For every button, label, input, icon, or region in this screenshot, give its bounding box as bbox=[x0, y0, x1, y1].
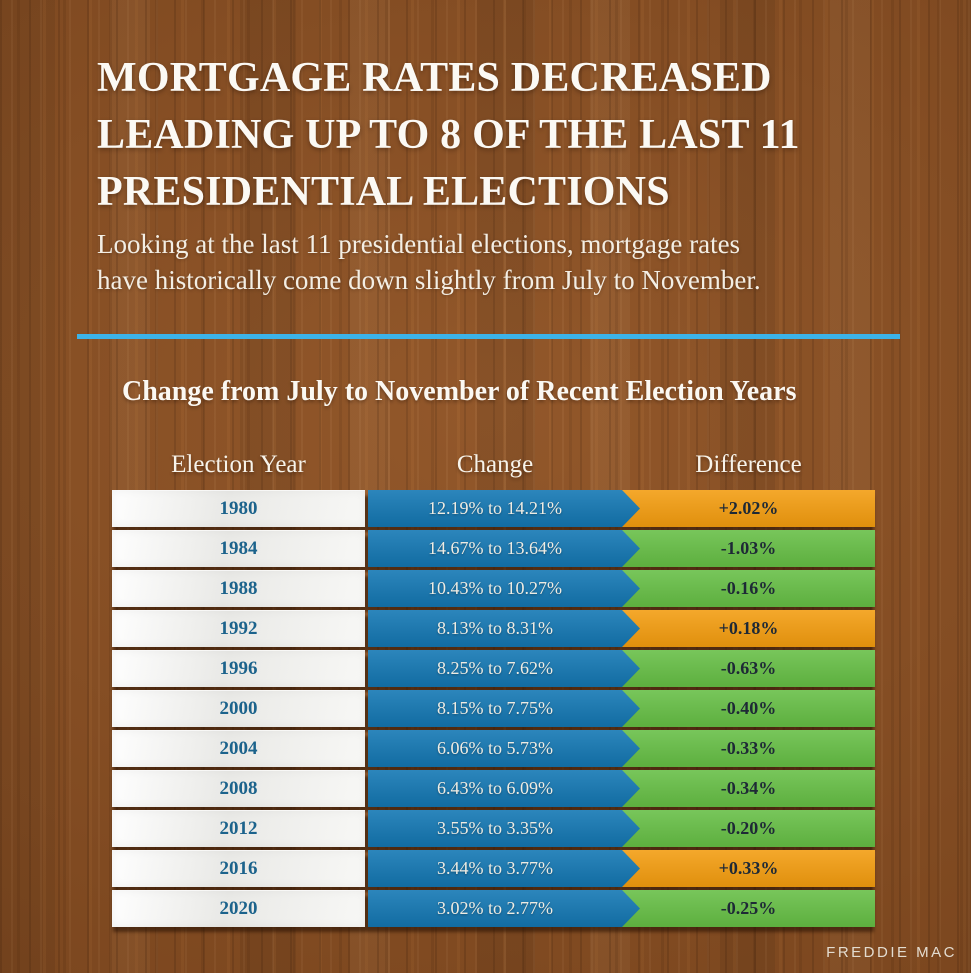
difference-cell: -0.25% bbox=[622, 890, 875, 927]
table-row: 2008 6.43% to 6.09% -0.34% bbox=[112, 770, 875, 807]
year-cell: 1988 bbox=[112, 570, 365, 607]
difference-label: -0.33% bbox=[720, 738, 777, 758]
table-header-row: Election Year Change Difference bbox=[112, 447, 875, 483]
rates-table: Election Year Change Difference 1980 12.… bbox=[112, 447, 875, 930]
year-cell: 2008 bbox=[112, 770, 365, 807]
difference-cell: +2.02% bbox=[622, 490, 875, 527]
table-row: 2004 6.06% to 5.73% -0.33% bbox=[112, 730, 875, 767]
table-row: 1996 8.25% to 7.62% -0.63% bbox=[112, 650, 875, 687]
change-cell: 6.06% to 5.73% bbox=[368, 730, 640, 767]
difference-cell: +0.33% bbox=[622, 850, 875, 887]
table-row: 1980 12.19% to 14.21% +2.02% bbox=[112, 490, 875, 527]
change-label: 6.43% to 6.09% bbox=[437, 778, 553, 798]
difference-label: -0.16% bbox=[720, 578, 777, 598]
difference-cell: -0.40% bbox=[622, 690, 875, 727]
change-cell: 10.43% to 10.27% bbox=[368, 570, 640, 607]
change-label: 3.02% to 2.77% bbox=[437, 898, 553, 918]
difference-cell: -0.16% bbox=[622, 570, 875, 607]
difference-label: +0.33% bbox=[718, 858, 779, 878]
table-title: Change from July to November of Recent E… bbox=[122, 376, 797, 407]
table-row: 1992 8.13% to 8.31% +0.18% bbox=[112, 610, 875, 647]
difference-label: +2.02% bbox=[718, 498, 779, 518]
year-cell: 1996 bbox=[112, 650, 365, 687]
year-label: 2008 bbox=[219, 777, 258, 799]
change-label: 8.25% to 7.62% bbox=[437, 658, 553, 678]
year-cell: 2016 bbox=[112, 850, 365, 887]
page-title: MORTGAGE RATES DECREASED LEADING UP TO 8… bbox=[97, 50, 800, 221]
subtitle: Looking at the last 11 presidential elec… bbox=[97, 226, 761, 298]
year-label: 1984 bbox=[219, 537, 258, 559]
change-label: 3.55% to 3.35% bbox=[437, 818, 553, 838]
change-cell: 8.25% to 7.62% bbox=[368, 650, 640, 687]
change-label: 10.43% to 10.27% bbox=[428, 578, 562, 598]
difference-cell: -0.33% bbox=[622, 730, 875, 767]
change-cell: 8.13% to 8.31% bbox=[368, 610, 640, 647]
column-header-change: Change bbox=[456, 451, 534, 478]
change-label: 3.44% to 3.77% bbox=[437, 858, 553, 878]
change-cell: 3.55% to 3.35% bbox=[368, 810, 640, 847]
table-rows: 1980 12.19% to 14.21% +2.02% 1984 14.67%… bbox=[112, 490, 875, 927]
change-label: 8.15% to 7.75% bbox=[437, 698, 553, 718]
table-row: 1984 14.67% to 13.64% -1.03% bbox=[112, 530, 875, 567]
table-row: 1988 10.43% to 10.27% -0.16% bbox=[112, 570, 875, 607]
year-cell: 2020 bbox=[112, 890, 365, 927]
year-label: 1992 bbox=[219, 617, 258, 639]
change-cell: 3.44% to 3.77% bbox=[368, 850, 640, 887]
year-label: 1980 bbox=[219, 497, 258, 519]
column-header-difference: Difference bbox=[695, 451, 802, 478]
page-title-line-2: LEADING UP TO 8 OF THE LAST 11 bbox=[97, 112, 800, 158]
year-cell: 2012 bbox=[112, 810, 365, 847]
change-cell: 8.15% to 7.75% bbox=[368, 690, 640, 727]
table-row: 2012 3.55% to 3.35% -0.20% bbox=[112, 810, 875, 847]
table-row: 2020 3.02% to 2.77% -0.25% bbox=[112, 890, 875, 927]
difference-label: -0.25% bbox=[720, 898, 777, 918]
difference-label: +0.18% bbox=[718, 618, 779, 638]
year-cell: 1980 bbox=[112, 490, 365, 527]
year-label: 2004 bbox=[219, 737, 258, 759]
table-row: 2000 8.15% to 7.75% -0.40% bbox=[112, 690, 875, 727]
difference-label: -0.40% bbox=[720, 698, 777, 718]
year-label: 2012 bbox=[219, 817, 258, 839]
difference-label: -0.34% bbox=[720, 778, 777, 798]
difference-cell: +0.18% bbox=[622, 610, 875, 647]
difference-cell: -0.34% bbox=[622, 770, 875, 807]
year-label: 2000 bbox=[219, 697, 258, 719]
column-header-election-year: Election Year bbox=[171, 451, 306, 478]
difference-cell: -0.20% bbox=[622, 810, 875, 847]
table-row: 2016 3.44% to 3.77% +0.33% bbox=[112, 850, 875, 887]
year-label: 2016 bbox=[219, 857, 258, 879]
year-label: 1988 bbox=[219, 577, 258, 599]
difference-label: -0.20% bbox=[720, 818, 777, 838]
page-title-line-1: MORTGAGE RATES DECREASED bbox=[97, 55, 772, 101]
change-cell: 14.67% to 13.64% bbox=[368, 530, 640, 567]
change-cell: 6.43% to 6.09% bbox=[368, 770, 640, 807]
divider-line bbox=[77, 334, 900, 339]
difference-label: -1.03% bbox=[720, 538, 777, 558]
change-label: 14.67% to 13.64% bbox=[428, 538, 562, 558]
change-label: 12.19% to 14.21% bbox=[428, 498, 562, 518]
change-label: 6.06% to 5.73% bbox=[437, 738, 553, 758]
page-title-line-3: PRESIDENTIAL ELECTIONS bbox=[97, 169, 670, 215]
change-cell: 12.19% to 14.21% bbox=[368, 490, 640, 527]
difference-cell: -0.63% bbox=[622, 650, 875, 687]
year-cell: 2000 bbox=[112, 690, 365, 727]
year-label: 2020 bbox=[219, 897, 258, 919]
subtitle-line-1: Looking at the last 11 presidential elec… bbox=[97, 229, 741, 259]
year-cell: 2004 bbox=[112, 730, 365, 767]
change-label: 8.13% to 8.31% bbox=[437, 618, 553, 638]
year-label: 1996 bbox=[219, 657, 258, 679]
year-cell: 1984 bbox=[112, 530, 365, 567]
year-cell: 1992 bbox=[112, 610, 365, 647]
source-credit: FREDDIE MAC bbox=[826, 944, 957, 961]
subtitle-line-2: have historically come down slightly fro… bbox=[97, 265, 761, 295]
change-cell: 3.02% to 2.77% bbox=[368, 890, 640, 927]
difference-cell: -1.03% bbox=[622, 530, 875, 567]
difference-label: -0.63% bbox=[720, 658, 777, 678]
